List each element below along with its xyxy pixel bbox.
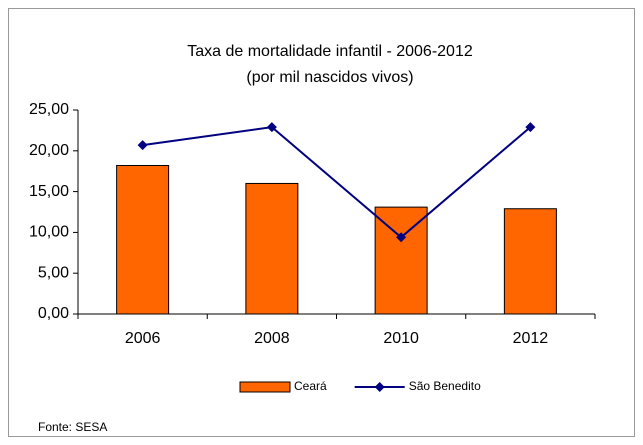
y-tick-label: 15,00: [29, 183, 69, 200]
chart-title: Taxa de mortalidade infantil - 2006-2012: [187, 43, 473, 60]
legend-label: Ceará: [294, 379, 327, 393]
x-tick-label: 2012: [513, 330, 549, 347]
x-tick-label: 2006: [125, 330, 161, 347]
bar: [503, 208, 557, 315]
bar: [116, 164, 170, 315]
line: [142, 126, 532, 239]
x-tick-label: 2008: [254, 330, 290, 347]
marker: [137, 140, 148, 151]
marker: [266, 122, 277, 133]
y-tick-label: 0,00: [38, 305, 69, 322]
legend-label: São Benedito: [409, 379, 481, 393]
bar: [245, 182, 299, 315]
marker: [396, 232, 407, 243]
legend-marker: [374, 382, 385, 392]
bar: [374, 206, 428, 315]
marker: [525, 122, 536, 133]
y-tick-label: 5,00: [38, 264, 69, 281]
x-tick-label: 2010: [383, 330, 419, 347]
y-tick-label: 10,00: [29, 224, 69, 241]
y-tick-label: 20,00: [29, 142, 69, 159]
chart-subtitle: (por mil nascidos vivos): [246, 69, 413, 86]
source-note: Fonte: SESA: [38, 420, 107, 434]
legend-swatch: [239, 381, 291, 393]
y-tick-label: 25,00: [29, 101, 69, 118]
